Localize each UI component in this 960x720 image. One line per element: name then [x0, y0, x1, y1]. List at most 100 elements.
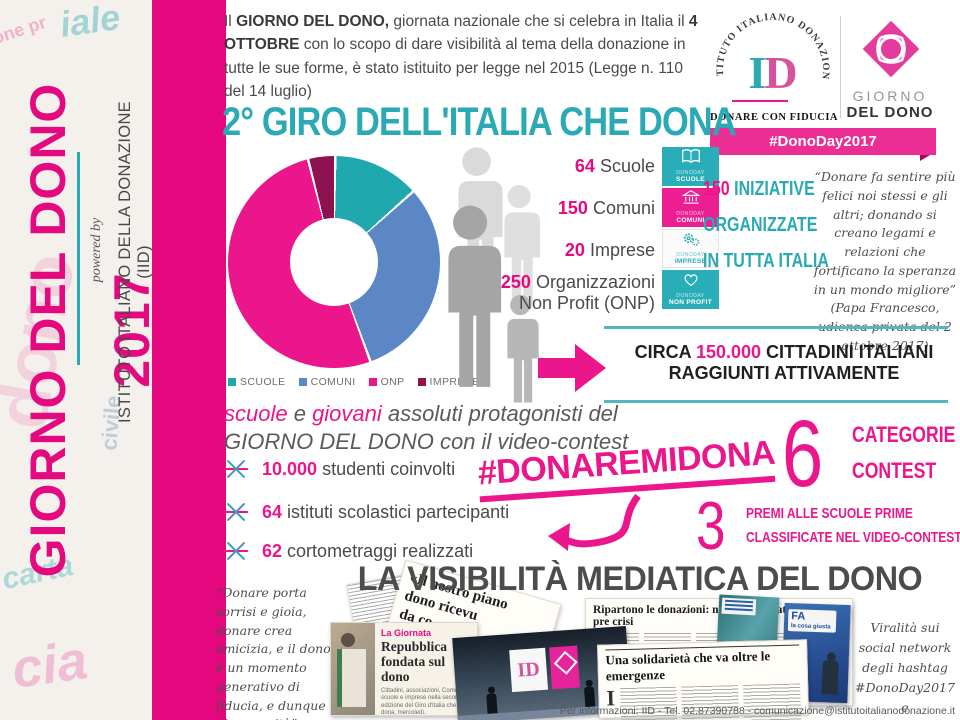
legend-label: COMUNI — [310, 376, 356, 388]
legend-item: ONP — [368, 376, 405, 388]
premi-line: PREMI ALLE SCUOLE PRIME — [746, 505, 913, 522]
tile-scuole: DONODAY SCUOLE — [662, 147, 719, 186]
intro-text: giornata nazionale che si celebra in Ita… — [389, 13, 689, 30]
bank-icon — [680, 190, 701, 204]
reach-statement: CIRCA 150.000 CITTADINI ITALIANI RAGGIUN… — [614, 342, 954, 384]
donoday-banner: #DonoDay2017 — [710, 128, 936, 161]
clipping-kicker: La Giornata — [381, 628, 432, 638]
quote-attribution: (Papa Francesco, udienza privata del 2 o… — [818, 300, 952, 353]
legend-swatch — [368, 378, 377, 387]
premi-line: CLASSIFICATE NEL VIDEO-CONTEST — [746, 529, 960, 546]
stat-label: cortometraggi realizzati — [287, 541, 474, 561]
intro-paragraph: Il GIORNO DEL DONO, giornata nazionale c… — [224, 10, 698, 103]
reach-text: RAGGIUNTI ATTIVAMENTE — [668, 363, 900, 383]
iniziative-number: 150 — [703, 178, 730, 200]
clipping-body: Cittadini, associazioni, Comuni, scuole … — [381, 687, 466, 717]
contest-number: 6 — [782, 401, 824, 507]
stat-number: 62 — [262, 541, 283, 561]
tv-caption-text: la cosa giusta — [790, 622, 831, 631]
count-row: 250 Organizzazioni Non Profit (ONP) — [470, 272, 655, 313]
iid-monogram-i: I — [748, 47, 766, 98]
clipping-headline: Repubblica fondata sul dono — [381, 639, 448, 684]
count-label: Scuole — [599, 156, 655, 176]
protag-text: e — [287, 401, 313, 426]
intro-text: con lo scopo di dare visibilità al tema … — [224, 36, 686, 100]
contact-footer: Per informazioni: IID - Tel. 02.87390788… — [559, 705, 955, 717]
reach-text: CIRCA — [634, 342, 696, 362]
count-row: 20 Imprese — [470, 240, 655, 261]
tv-caption-text: FA — [791, 610, 806, 623]
intro-text: Il — [224, 13, 237, 30]
protagonisti-statement: scuole e giovani assoluti protagonisti d… — [224, 400, 628, 456]
contest-line: CONTEST — [852, 458, 937, 483]
count-number: 64 — [574, 156, 595, 176]
legend-swatch — [298, 378, 307, 387]
quote-papa-francesco: “Donare fa sentire più felici noi stessi… — [812, 168, 958, 356]
studio-id-logo: ID — [509, 647, 549, 693]
legend-swatch — [417, 378, 426, 387]
iid-tagline: DONARE CON FIDUCIA — [709, 112, 838, 123]
tile-non-profit: DONODAY NON PROFIT — [662, 270, 719, 309]
iniziative-line: ORGANIZZATE — [703, 214, 818, 236]
giorno-del-dono-logo-icon — [862, 20, 920, 78]
page-title: 2° GIRO DELL'ITALIA CHE DONA — [222, 100, 737, 144]
highlight-word: giovani — [312, 401, 382, 426]
iid-monogram-d: D — [764, 47, 797, 98]
legend-swatch — [228, 378, 236, 387]
stat-label: istituti scolastici partecipanti — [287, 502, 510, 522]
curved-arrow-icon — [548, 493, 641, 551]
count-label: Comuni — [592, 198, 655, 218]
stat-number: 64 — [262, 502, 283, 522]
iniziative-line: IN TUTTA ITALIA — [703, 250, 829, 272]
quote-text: “Donare fa sentire più felici noi stessi… — [813, 169, 957, 297]
stat-row: 62 cortometraggi realizzati — [262, 541, 473, 562]
media-section-title: LA VISIBILITÀ MEDIATICA DEL DONO — [357, 560, 923, 598]
sidebar-divider-line — [77, 152, 80, 365]
reach-text: CITTADINI ITALIANI — [761, 342, 934, 362]
highlight-word: scuole — [224, 401, 288, 426]
stat-row: 64 istituti scolastici partecipanti — [262, 502, 509, 523]
person-silhouette — [821, 660, 839, 695]
giorno-logo-line1: GIORNO — [852, 88, 928, 104]
heart-icon — [684, 274, 697, 287]
quote-text: “Donare porta sorrisi e gioia, donare cr… — [216, 585, 331, 720]
star-bullet-icon — [223, 460, 249, 478]
tile-label: COMUNI — [676, 217, 705, 224]
premi-number: 3 — [696, 488, 726, 564]
left-sidebar: iale one pr dono carta cia civile GIORNO… — [0, 0, 152, 720]
protag-text: assoluti protagonisti del — [381, 401, 618, 426]
clipping-headline: Una solidarietà che va oltre le emergenz… — [605, 644, 801, 685]
teal-rule — [604, 326, 948, 329]
count-number: 20 — [564, 240, 585, 260]
count-label: Organizzazioni Non Profit (ONP) — [518, 272, 655, 313]
count-number: 150 — [557, 198, 588, 218]
intro-bold: 4 OTTOBRE — [224, 13, 698, 54]
iniziative-line: INIZIATIVE — [734, 178, 815, 200]
tile-imprese: DONODAY IMPRESE — [662, 229, 719, 268]
tile-label: NON PROFIT — [668, 299, 713, 306]
category-tiles: DONODAY SCUOLE DONODAY COMUNI DONODAY IM… — [662, 147, 719, 311]
tile-label: SCUOLE — [676, 176, 705, 183]
star-bullet-icon — [223, 503, 249, 521]
legend-label: SCUOLE — [240, 376, 286, 388]
tile-comuni: DONODAY COMUNI — [662, 188, 719, 227]
star-bullet-icon — [223, 542, 249, 560]
powered-by-label: powered by — [89, 217, 104, 283]
legend-item: SCUOLE — [228, 376, 286, 388]
arrow-right-icon — [538, 344, 606, 392]
studio-diamond-logo — [549, 645, 580, 690]
newspaper-clipping-giornata: La Giornata Repubblica fondata sul dono … — [330, 622, 478, 716]
legend-item: COMUNI — [298, 376, 356, 388]
contest-line: CATEGORIE — [852, 422, 956, 447]
tile-label: IMPRESE — [674, 258, 707, 265]
chart-legend: SCUOLE COMUNI ONP IMPRESE — [228, 376, 479, 388]
count-row: 150 Comuni — [470, 198, 655, 219]
stat-label: studenti coinvolti — [322, 459, 456, 479]
book-icon — [681, 149, 700, 164]
organization-label: ISTITUTO ITALIANO DELLA DONAZIONE (IID) — [116, 101, 152, 423]
stat-row: 10.000 studenti coinvolti — [262, 459, 455, 480]
tile-brand: DONODAY — [676, 211, 705, 217]
logo-divider — [840, 16, 841, 118]
magenta-accent-bar — [152, 0, 226, 720]
